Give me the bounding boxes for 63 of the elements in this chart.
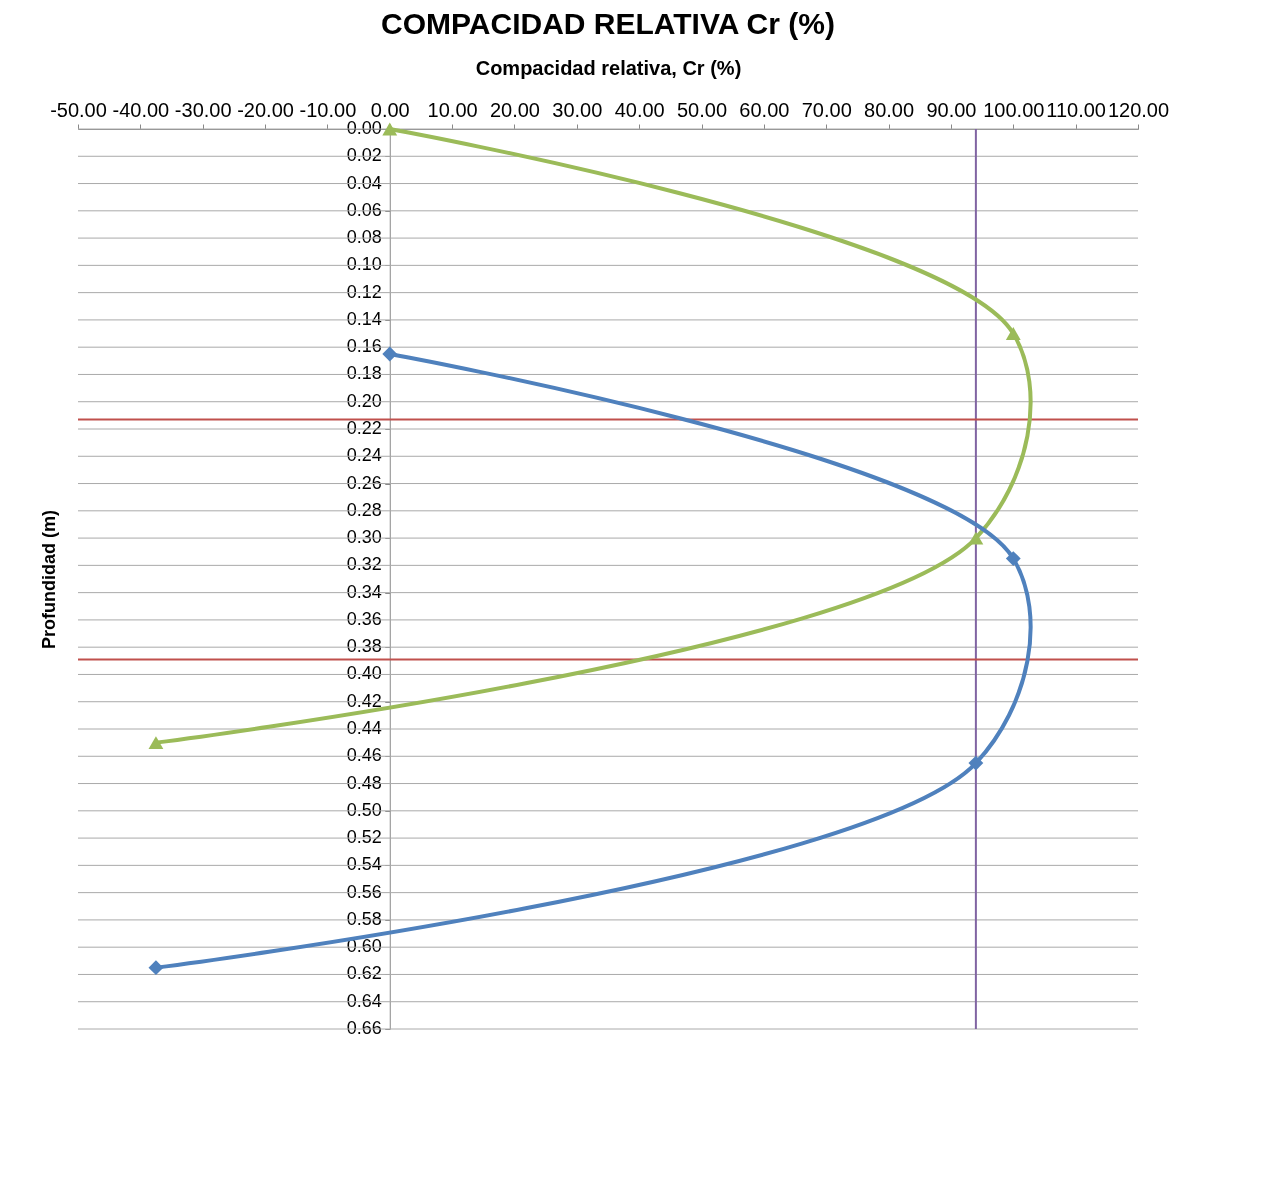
point (148, 736, 164, 750)
y-tick-label: 0.34 (346, 581, 382, 602)
point (968, 531, 984, 545)
x-tick-label: 120.00 (1107, 98, 1170, 121)
y-tick-label: 0.32 (346, 554, 382, 575)
x-tick-label: 30.00 (552, 98, 603, 121)
y-tick-label: 0.40 (346, 663, 382, 684)
chart-title: COMPACIDAD RELATIVA Cr (%) (381, 7, 835, 40)
point (1005, 551, 1021, 566)
y-tick-label: 0.00 (346, 118, 382, 138)
y-tick-label: 0.62 (346, 963, 382, 984)
y-tick-label: 0.26 (346, 472, 382, 493)
y-tick-label: 0.60 (346, 936, 382, 957)
y-tick-label: 0.12 (346, 281, 382, 302)
y-tick-label: 0.18 (346, 363, 382, 384)
y-tick-label: 0.10 (346, 254, 382, 275)
x-tick-label: 20.00 (489, 98, 540, 121)
point (382, 122, 398, 136)
y-tick-label: 0.30 (346, 527, 382, 548)
x-tick-label: 90.00 (926, 98, 977, 121)
y-tick-label: 0.44 (346, 718, 382, 738)
y-tick-label: 0.04 (346, 172, 382, 193)
x-tick-label: 60.00 (739, 98, 790, 121)
y-tick-label: 0.66 (346, 1018, 382, 1038)
x-axis-title: Compacidad relativa, Cr (%) (475, 56, 742, 79)
x-tick-label: 70.00 (801, 98, 852, 121)
x-tick-label: 10.00 (427, 98, 478, 121)
y-tick-label: 0.38 (346, 636, 382, 657)
y-tick-label: 0.36 (346, 608, 382, 629)
point (148, 960, 164, 976)
y-tick-label: 0.02 (346, 145, 382, 166)
y-axis-title: Profundidad (m) (38, 510, 59, 649)
y-tick-label: 0.20 (346, 390, 382, 411)
point (1005, 327, 1021, 340)
x-tick-label: 0.00 (370, 98, 410, 121)
x-tick-label: 100.00 (983, 98, 1045, 121)
y-tick-label: 0.46 (346, 745, 382, 766)
y-tick-label: 0.52 (346, 827, 382, 848)
x-tick-label: -40.00 (112, 98, 170, 121)
y-tick-label: 0.58 (346, 908, 382, 929)
y-tick-label: 0.42 (346, 690, 382, 711)
point (382, 346, 398, 362)
y-tick-label: 0.14 (346, 308, 382, 329)
y-tick-label: 0.24 (346, 445, 382, 466)
y-tick-label: 0.28 (346, 499, 382, 520)
y-tick-label: 0.06 (346, 199, 382, 220)
x-tick-label: -30.00 (174, 98, 232, 121)
y-tick-label: 0.50 (346, 799, 382, 820)
y-tick-label: 0.08 (346, 227, 382, 248)
x-tick-label: 40.00 (614, 98, 665, 121)
x-tick-label: -10.00 (299, 98, 357, 121)
y-tick-label: 0.48 (346, 772, 382, 793)
y-tick-label: 0.22 (346, 418, 382, 438)
y-tick-label: 0.64 (346, 990, 382, 1011)
x-tick-label: 80.00 (864, 98, 915, 121)
point (968, 755, 984, 771)
y-tick-label: 0.54 (346, 854, 382, 875)
x-tick-label: 110.00 (1046, 98, 1106, 121)
y-tick-label: 0.56 (346, 881, 382, 902)
x-tick-label: 50.00 (677, 98, 728, 121)
x-tick-label: -20.00 (237, 98, 294, 121)
y-tick-label: 0.16 (346, 336, 382, 357)
x-tick-label: -50.00 (50, 98, 107, 121)
